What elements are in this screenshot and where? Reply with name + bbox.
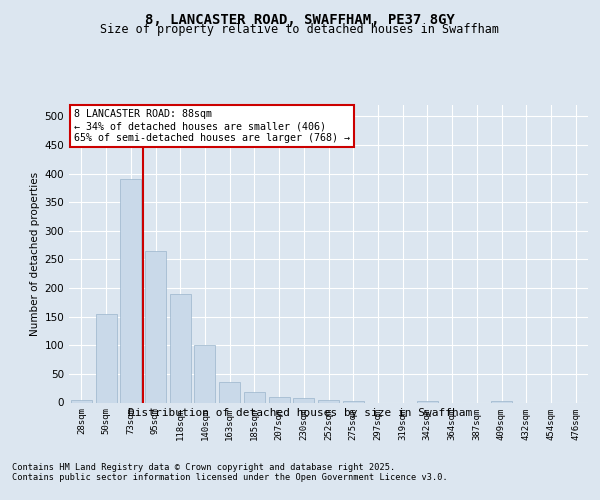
Bar <box>244 392 265 402</box>
Text: 8, LANCASTER ROAD, SWAFFHAM, PE37 8GY: 8, LANCASTER ROAD, SWAFFHAM, PE37 8GY <box>145 12 455 26</box>
Bar <box>170 294 191 403</box>
Text: Size of property relative to detached houses in Swaffham: Size of property relative to detached ho… <box>101 22 499 36</box>
Bar <box>318 400 339 402</box>
Bar <box>491 401 512 402</box>
Bar <box>417 401 438 402</box>
Y-axis label: Number of detached properties: Number of detached properties <box>30 172 40 336</box>
Bar <box>269 397 290 402</box>
Text: Contains HM Land Registry data © Crown copyright and database right 2025.: Contains HM Land Registry data © Crown c… <box>12 462 395 471</box>
Bar <box>71 400 92 402</box>
Bar <box>219 382 240 402</box>
Text: Contains public sector information licensed under the Open Government Licence v3: Contains public sector information licen… <box>12 472 448 482</box>
Text: Distribution of detached houses by size in Swaffham: Distribution of detached houses by size … <box>128 408 472 418</box>
Text: 8 LANCASTER ROAD: 88sqm
← 34% of detached houses are smaller (406)
65% of semi-d: 8 LANCASTER ROAD: 88sqm ← 34% of detache… <box>74 110 350 142</box>
Bar <box>120 180 141 402</box>
Bar <box>293 398 314 402</box>
Bar <box>95 314 116 402</box>
Bar <box>194 346 215 403</box>
Bar <box>145 251 166 402</box>
